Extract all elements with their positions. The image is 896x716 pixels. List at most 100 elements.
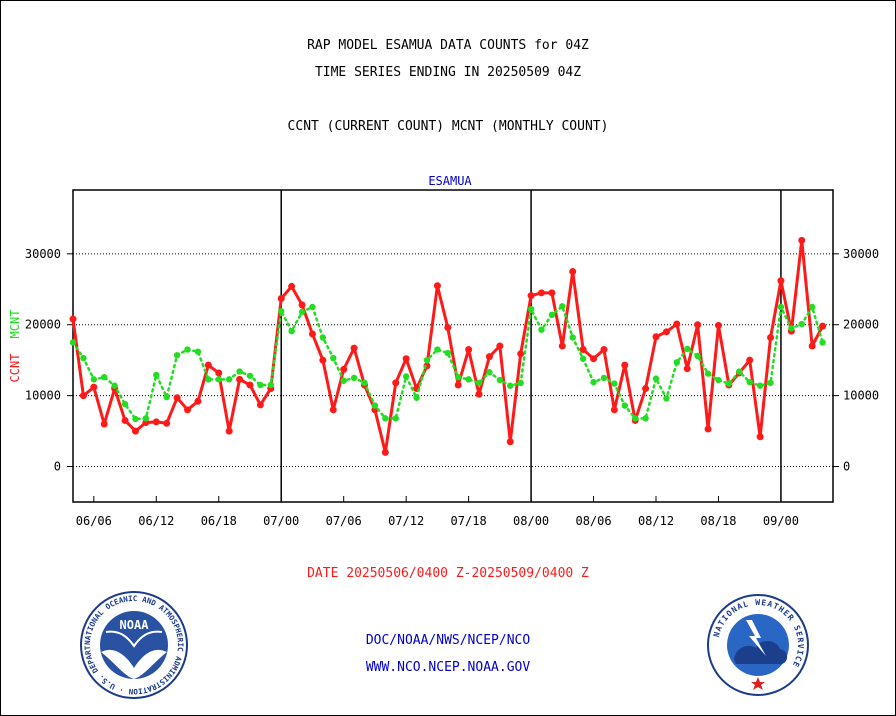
data-point-mcnt [652, 375, 660, 382]
data-point-ccnt [184, 406, 192, 414]
y-tick-label-left: 30000 [25, 247, 61, 261]
data-point-ccnt [308, 330, 316, 338]
org-label: DOC/NOAA/NWS/NCEP/NCO [365, 633, 531, 648]
data-point-ccnt [298, 301, 306, 309]
data-point-ccnt [694, 321, 702, 329]
data-point-mcnt [423, 356, 431, 364]
data-point-ccnt [590, 355, 598, 363]
data-point-mcnt [111, 382, 118, 389]
data-point-mcnt [101, 374, 108, 381]
data-point-mcnt [507, 382, 514, 389]
data-point-ccnt [433, 282, 441, 290]
data-point-ccnt [652, 333, 660, 341]
data-point-mcnt [777, 303, 785, 311]
data-point-mcnt [808, 303, 816, 311]
data-point-mcnt [559, 303, 566, 310]
data-point-ccnt [662, 328, 670, 336]
data-point-ccnt [246, 381, 254, 389]
x-tick-label: 08/12 [638, 514, 674, 528]
data-point-mcnt [132, 415, 139, 423]
data-point-ccnt [225, 427, 233, 435]
data-point-mcnt [434, 346, 441, 353]
grid-lines [73, 190, 833, 502]
data-point-mcnt [684, 345, 691, 353]
title-line-1: RAP MODEL ESAMUA DATA COUNTS for 04Z [307, 38, 589, 53]
data-point-ccnt [767, 333, 775, 341]
nws-logo: NATIONAL WEATHER SERVICE [707, 594, 809, 696]
data-point-ccnt [100, 420, 108, 428]
data-point-mcnt [278, 308, 285, 315]
data-point-mcnt [569, 334, 576, 341]
data-point-mcnt [642, 415, 649, 422]
data-point-mcnt [382, 415, 389, 422]
data-point-ccnt [537, 289, 545, 297]
data-point-mcnt [184, 346, 191, 353]
plot-border [72, 189, 834, 503]
data-point-ccnt [610, 406, 618, 414]
data-point-mcnt [579, 355, 587, 362]
data-point-mcnt [402, 373, 410, 380]
y-label-mcnt: MCNT [8, 310, 22, 339]
data-point-mcnt [496, 376, 504, 384]
data-point-mcnt [225, 376, 233, 383]
data-point-ccnt [340, 365, 348, 373]
data-point-mcnt [486, 369, 493, 376]
y-tick-label-right: 10000 [843, 389, 879, 403]
data-point-mcnt [413, 394, 420, 401]
data-point-mcnt [538, 326, 545, 333]
data-point-mcnt [517, 379, 524, 387]
data-point-ccnt [236, 375, 244, 383]
data-point-mcnt [694, 352, 701, 360]
data-point-ccnt [746, 356, 754, 364]
data-point-ccnt [714, 321, 722, 329]
x-tick-label: 07/12 [388, 514, 424, 528]
data-point-mcnt [590, 378, 597, 386]
data-point-mcnt [455, 374, 462, 381]
x-tick-label: 07/06 [326, 514, 362, 528]
data-point-ccnt [704, 425, 712, 433]
data-point-ccnt [600, 346, 608, 354]
data-point-mcnt [215, 376, 222, 383]
data-point-mcnt [121, 400, 129, 408]
data-point-mcnt [205, 376, 212, 383]
x-tick-label: 07/00 [263, 514, 299, 528]
data-point-ccnt [350, 344, 358, 352]
data-point-mcnt [142, 415, 150, 422]
y-tick-label-left: 10000 [25, 389, 61, 403]
data-point-ccnt [204, 361, 212, 369]
data-point-mcnt [819, 339, 826, 346]
data-point-mcnt [392, 415, 399, 422]
x-tick-label: 09/00 [763, 514, 799, 528]
data-point-mcnt [340, 377, 347, 384]
data-point-mcnt [173, 352, 181, 359]
y-axis-label: CCNT MCNT [8, 310, 22, 383]
data-point-ccnt [69, 315, 77, 323]
y-label-ccnt: CCNT [8, 354, 22, 383]
y-tick-label-right: 30000 [843, 247, 879, 261]
data-point-ccnt [163, 419, 171, 427]
data-point-mcnt [330, 354, 337, 362]
data-point-ccnt [621, 361, 629, 369]
data-point-mcnt [527, 305, 535, 313]
data-point-ccnt [798, 236, 806, 244]
data-point-mcnt [798, 320, 805, 328]
data-point-ccnt [215, 369, 223, 377]
data-point-ccnt [485, 353, 493, 361]
data-point-ccnt [506, 438, 514, 446]
data-point-mcnt [361, 379, 368, 387]
data-point-mcnt [371, 402, 379, 409]
data-point-ccnt [683, 365, 691, 373]
url-label[interactable]: WWW.NCO.NCEP.NOAA.GOV [365, 660, 531, 675]
data-point-mcnt [475, 379, 483, 387]
data-point-mcnt [663, 395, 670, 402]
data-point-mcnt [465, 376, 472, 383]
data-point-ccnt [444, 324, 452, 332]
x-tick-label: 06/06 [76, 514, 112, 528]
data-point-ccnt [475, 390, 483, 398]
data-point-ccnt [277, 294, 285, 302]
data-point-ccnt [131, 427, 139, 435]
y-tick-label-right: 20000 [843, 318, 879, 332]
data-point-ccnt [673, 320, 681, 328]
series-line-ccnt [71, 238, 825, 454]
